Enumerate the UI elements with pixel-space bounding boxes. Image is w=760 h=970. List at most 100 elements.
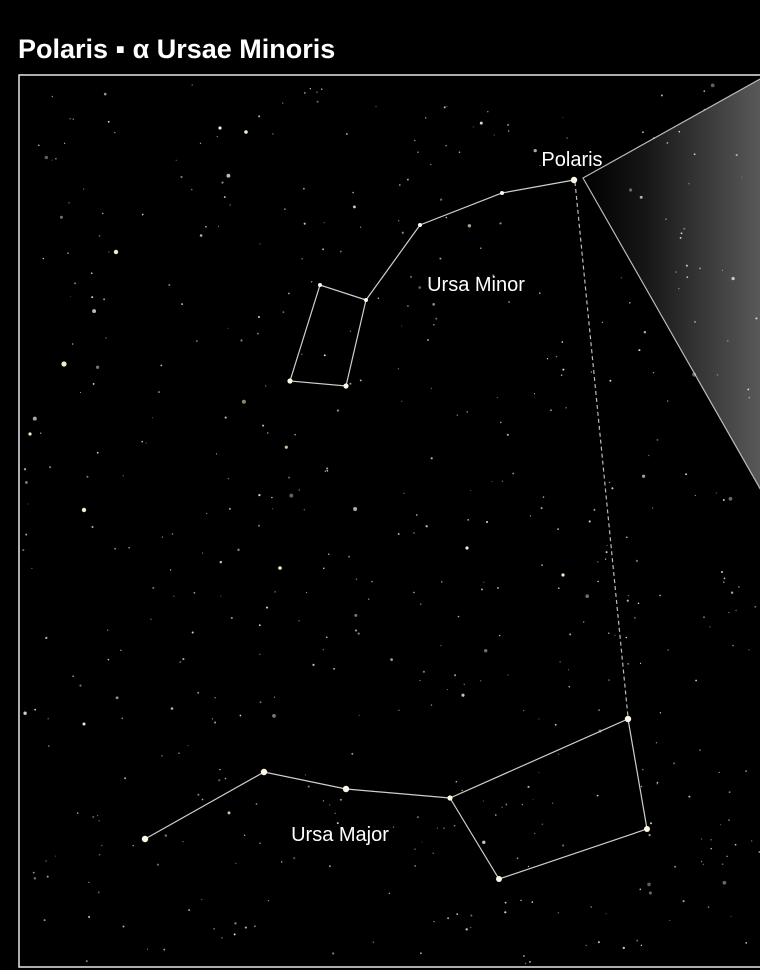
star [648,891,652,895]
star [157,391,161,394]
star [322,649,325,651]
star [430,704,433,706]
star [680,232,683,235]
star [738,586,740,588]
star [345,133,348,135]
star [652,371,655,374]
star [280,861,283,863]
star [352,205,356,209]
star [358,715,360,716]
star [627,663,630,665]
star [685,264,688,267]
star [332,952,335,955]
star [98,853,101,856]
star [329,865,331,867]
star [538,718,540,720]
star [227,477,230,480]
star [107,658,110,661]
star [120,649,122,651]
star [334,812,336,815]
star [440,644,442,647]
star [48,745,50,747]
star [626,599,629,602]
star [92,309,97,314]
star [33,877,37,880]
star [113,131,116,134]
star [312,663,315,666]
star [76,812,79,814]
star [754,605,757,608]
star [647,882,651,887]
star [703,108,706,111]
star [413,591,415,594]
star [504,911,507,914]
star [499,222,502,225]
star [69,117,72,120]
star [307,785,310,788]
star [552,802,554,804]
star [274,591,276,593]
star [59,215,63,219]
star [683,227,686,230]
star [191,631,194,634]
star [755,317,758,320]
star [197,793,200,796]
star [316,100,319,103]
star [160,364,163,367]
star [219,560,223,564]
star [601,321,603,323]
star [534,832,536,835]
star [439,257,442,260]
star [652,507,654,509]
star [371,581,373,583]
star [156,863,160,866]
star [446,689,448,691]
star [561,573,565,577]
star [496,397,498,399]
star [642,769,644,771]
star [456,414,459,416]
star [197,691,200,694]
star [507,674,509,676]
star [61,361,67,367]
star [216,136,218,138]
star [512,472,515,475]
star [403,492,405,495]
star [398,709,400,711]
star [648,454,650,457]
star [146,948,149,950]
star [605,913,607,915]
star [224,416,227,419]
star [240,339,243,342]
star [152,586,155,589]
star [627,594,630,597]
star [114,547,116,550]
star [150,618,152,621]
star [432,323,435,326]
star [465,928,468,931]
star [508,301,510,303]
star [656,781,659,784]
star [674,865,677,868]
star [353,507,358,511]
star [554,723,557,726]
star [501,480,504,482]
star [336,409,340,412]
star [47,717,49,720]
star [702,863,704,865]
star [727,340,729,342]
star [323,222,325,224]
star [420,952,422,955]
star [228,507,231,510]
star [284,208,286,210]
star [349,330,352,332]
star [199,234,203,237]
star [69,295,72,297]
star [541,564,543,566]
star [593,508,596,511]
star [419,679,421,682]
star [532,799,534,801]
star [96,451,99,454]
star [51,159,53,161]
star [349,382,352,385]
